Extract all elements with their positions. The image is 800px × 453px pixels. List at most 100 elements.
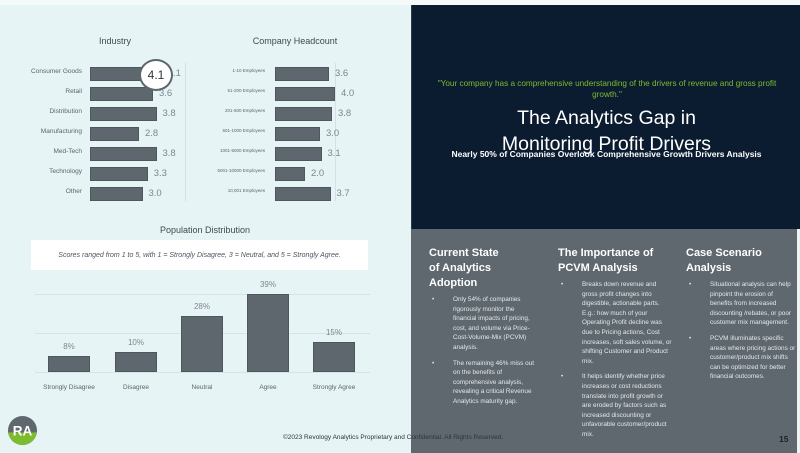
column-current-state: Current State of Analytics Adoption • Onl… [429, 246, 539, 413]
bar [90, 107, 157, 121]
survey-quote: "Your company has a comprehensive unders… [437, 79, 777, 99]
category-label: Manufacturing [40, 128, 82, 135]
category-label: Med-Tech [53, 148, 82, 155]
bar [275, 127, 320, 141]
bullet-icon: • [689, 334, 692, 342]
bullet-icon: • [561, 281, 564, 288]
value-label: 10% [127, 338, 144, 347]
value-label: 3.8 [162, 148, 176, 159]
category-label: 5001-10000 Employees [217, 168, 265, 173]
slide-title: The Analytics Gap in Monitoring Profit D… [412, 105, 800, 157]
column-title: The Importance of PCVM Analysis [558, 247, 654, 274]
category-label: Agree [259, 384, 277, 391]
bullet-item: • PCVM illuminates specific areas where p… [689, 334, 796, 381]
value-label: 3.3 [153, 168, 167, 179]
bar [247, 294, 289, 372]
value-label: 2.8 [145, 128, 159, 139]
bullet-icon: • [689, 281, 692, 288]
bar [90, 87, 153, 101]
top-edge [0, 0, 800, 5]
category-label: 1-10 Employees [232, 68, 265, 73]
slide-subtitle: Nearly 50% of Companies Overlook Compreh… [451, 149, 762, 159]
bar [181, 316, 223, 372]
slide-title-line1: The Analytics Gap in [517, 107, 696, 129]
title-banner: "Your company has a comprehensive unders… [411, 5, 800, 229]
bar [275, 107, 332, 121]
value-label: 15% [325, 328, 342, 337]
value-label: 4.1 [167, 68, 181, 79]
category-label: Disagree [122, 384, 149, 391]
bar [275, 67, 329, 81]
category-label: 10,001 Employees [227, 188, 265, 193]
value-label: 3.0 [326, 128, 340, 139]
revology-analytics-logo-icon: RA [7, 415, 38, 446]
baseline [35, 372, 370, 373]
value-label: 4.0 [341, 88, 355, 99]
bullet-icon: • [432, 296, 435, 303]
bullet-item: • Breaks down revenue and gross profit ch… [561, 281, 672, 365]
svg-text:RA: RA [13, 423, 33, 438]
bar [115, 352, 157, 372]
category-label: 1001-5000 Employees [219, 148, 265, 153]
bar [313, 342, 355, 372]
bullet-icon: • [432, 359, 435, 367]
category-label: Consumer Goods [31, 68, 82, 75]
value-label: 2.0 [311, 168, 325, 179]
bullet-list: • Breaks down revenue and gross profit ch… [558, 280, 673, 440]
value-label: 28% [193, 302, 210, 311]
category-label: 201-500 Employees [224, 108, 265, 113]
category-label: Strongly Agree [312, 384, 356, 391]
value-label: 3.8 [338, 108, 352, 119]
bullet-item: • The remaining 46% miss out on the benef… [432, 359, 534, 405]
page-number: 15 [779, 434, 789, 444]
bullet-item: • It helps identify whether price increas… [561, 373, 667, 438]
charts-panel [0, 5, 410, 453]
industry-axis-line [185, 63, 186, 201]
panel-edge [797, 229, 800, 453]
copyright-footer: ©2023 Revology Analytics Proprietary and… [283, 434, 504, 441]
bullet-list: • Situational analysis can help pinpoint … [686, 280, 796, 382]
category-label: Retail [65, 88, 82, 95]
industry-chart-title: Industry [98, 36, 131, 46]
category-label: Neutral [191, 384, 213, 391]
bar [90, 167, 148, 181]
bar [90, 147, 157, 161]
bar [275, 87, 335, 101]
value-label: 8% [63, 342, 75, 351]
category-label: 51-200 Employees [227, 88, 265, 93]
category-label: Strongly Disagree [43, 384, 95, 391]
category-label: Technology [49, 168, 82, 175]
column-pcvm-importance: The Importance of PCVM Analysis • Breaks … [558, 246, 673, 446]
bar [275, 147, 322, 161]
score-scale-note: Scores ranged from 1 to 5, with 1 = Stro… [31, 240, 368, 270]
value-label: 3.1 [327, 148, 341, 159]
value-label: 3.7 [336, 188, 350, 199]
category-label: 501-1000 Employees [222, 128, 265, 133]
bar [48, 356, 90, 372]
headcount-axis-line [335, 63, 336, 201]
headcount-chart-title: Company Headcount [252, 36, 338, 46]
slide-title-line2: Monitoring Profit Drivers [501, 133, 712, 155]
bar [90, 127, 139, 141]
bullet-item: • Only 54% of companies rigorously monito… [432, 296, 530, 351]
value-label: 3.6 [335, 68, 349, 79]
population-chart-title: Population Distribution [159, 225, 251, 235]
bullet-icon: • [561, 373, 564, 381]
value-label: 39% [259, 280, 276, 289]
bar [275, 167, 305, 181]
gridline [35, 294, 370, 295]
column-case-scenario: Case Scenario Analysis • Situational anal… [686, 246, 796, 388]
column-title: Current State of Analytics Adoption [429, 247, 499, 289]
highlight-callout-consumer-goods: 4.1 [139, 59, 173, 91]
bar [275, 187, 331, 201]
value-label: 3.8 [162, 108, 176, 119]
bullet-list: • Only 54% of companies rigorously monito… [429, 295, 539, 407]
column-title: Case Scenario Analysis [686, 247, 762, 274]
value-label: 3.0 [148, 188, 162, 199]
bar [90, 187, 143, 201]
category-label: Distribution [49, 108, 82, 115]
insights-panel: Current State of Analytics Adoption • Onl… [411, 229, 800, 453]
bullet-item: • Situational analysis can help pinpoint … [689, 281, 791, 327]
category-label: Other [65, 188, 82, 195]
value-label: 3.6 [159, 88, 173, 99]
